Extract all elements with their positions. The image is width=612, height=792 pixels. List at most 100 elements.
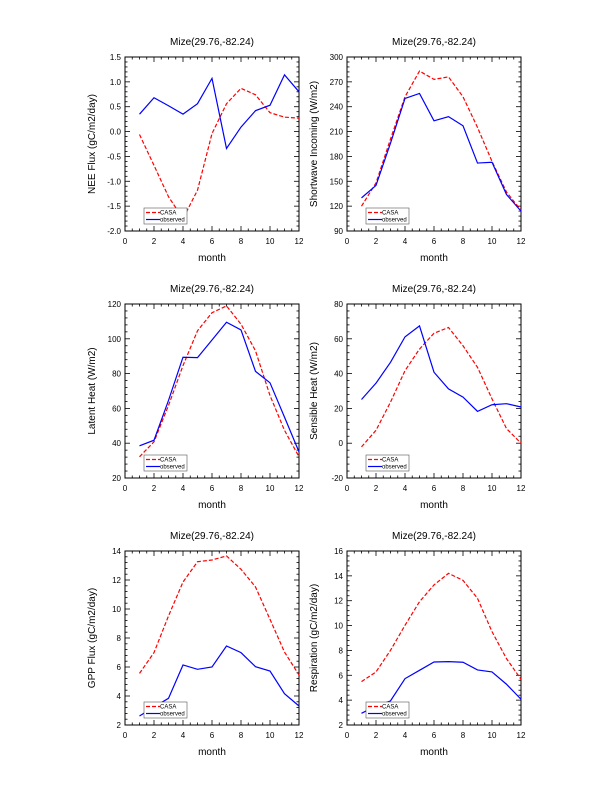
y-tick-label: 240 [330, 103, 344, 112]
x-tick-label: 8 [461, 484, 466, 493]
series-line-observed [361, 92, 522, 212]
y-tick-label: 4 [339, 696, 344, 705]
x-tick-label: 0 [345, 731, 350, 740]
y-tick-label: 20 [112, 474, 121, 483]
y-tick-label: 1.0 [110, 78, 122, 87]
y-axis-label: Respiration (gC/m2/day) [309, 584, 320, 692]
legend-label-casa: CASA [160, 705, 176, 711]
x-tick-label: 12 [517, 731, 526, 740]
x-tick-label: 4 [403, 731, 408, 740]
x-tick-label: 8 [461, 237, 466, 246]
y-tick-label: -0.5 [107, 152, 121, 161]
plot-frame [124, 550, 300, 726]
panel-title: Mize(29.76,-82.24) [170, 284, 254, 295]
y-axis-label: Sensible Heat (W/m2) [309, 342, 320, 440]
x-tick-label: 4 [181, 237, 186, 246]
y-tick-label: 120 [330, 202, 344, 211]
x-tick-label: 2 [374, 731, 379, 740]
y-tick-label: 2 [339, 721, 344, 730]
legend-label-observed: observed [382, 465, 407, 471]
x-axis-label: month [198, 253, 226, 264]
y-tick-label: 16 [334, 547, 343, 556]
y-tick-label: 80 [334, 300, 343, 309]
series-line-casa [139, 305, 300, 458]
panel-title: Mize(29.76,-82.24) [170, 37, 254, 48]
series-line-observed [139, 73, 300, 150]
x-tick-label: 10 [488, 237, 497, 246]
y-tick-label: 2 [117, 721, 122, 730]
legend-label-observed: observed [382, 712, 407, 718]
legend-label-observed: observed [160, 712, 185, 718]
x-tick-label: 0 [123, 484, 128, 493]
x-tick-label: 12 [517, 484, 526, 493]
legend-label-casa: CASA [382, 458, 398, 464]
x-tick-label: 0 [123, 237, 128, 246]
x-tick-label: 4 [403, 484, 408, 493]
series-line-casa [139, 555, 300, 676]
x-tick-label: 6 [432, 237, 437, 246]
y-tick-label: 40 [112, 439, 121, 448]
series-line-casa [361, 326, 522, 448]
y-tick-label: 90 [334, 227, 343, 236]
y-tick-label: 270 [330, 78, 344, 87]
y-tick-label: 80 [112, 370, 121, 379]
x-tick-label: 6 [432, 731, 437, 740]
y-tick-label: 6 [339, 671, 344, 680]
series-line-casa [361, 572, 522, 683]
series-line-casa [360, 70, 522, 211]
x-tick-label: 12 [295, 237, 304, 246]
legend-label-casa: CASA [382, 211, 398, 217]
x-axis-label: month [198, 500, 226, 511]
x-tick-label: 8 [461, 731, 466, 740]
x-axis-label: month [420, 253, 448, 264]
x-tick-label: 12 [295, 731, 304, 740]
x-tick-label: 2 [152, 731, 157, 740]
panel-title: Mize(29.76,-82.24) [392, 531, 476, 542]
plot-frame [124, 56, 300, 232]
y-tick-label: 10 [112, 605, 121, 614]
x-tick-label: 8 [239, 237, 244, 246]
y-tick-label: 180 [330, 152, 344, 161]
panel-title: Mize(29.76,-82.24) [170, 531, 254, 542]
y-tick-label: 20 [334, 404, 343, 413]
x-tick-label: 6 [210, 731, 215, 740]
y-tick-label: 14 [112, 547, 121, 556]
x-tick-label: 12 [295, 484, 304, 493]
y-tick-label: 14 [334, 572, 343, 581]
x-tick-label: 2 [152, 237, 157, 246]
panel-6: Mize(29.76,-82.24)0 2 4 6 8 10 12246810121416m… [309, 531, 526, 758]
x-tick-label: 12 [517, 237, 526, 246]
y-tick-label: 100 [108, 335, 122, 344]
x-tick-label: 4 [181, 484, 186, 493]
x-tick-label: 4 [403, 237, 408, 246]
panel-4: Mize(29.76,-82.24)0 2 4 6 8 10 12-20020406080m… [309, 284, 526, 511]
x-tick-label: 8 [239, 731, 244, 740]
y-axis-label: NEE Flux (gC/m2/day) [87, 94, 98, 194]
y-axis-label: Latent Heat (W/m2) [87, 347, 98, 434]
y-tick-label: 0 [339, 439, 344, 448]
x-axis-label: month [420, 500, 448, 511]
x-tick-label: 2 [374, 484, 379, 493]
x-axis-label: month [198, 747, 226, 758]
x-tick-label: 6 [432, 484, 437, 493]
y-axis-label: GPP Flux (gC/m2/day) [87, 588, 98, 688]
y-tick-label: -1.0 [107, 177, 121, 186]
y-tick-label: 150 [330, 177, 344, 186]
y-tick-label: -2.0 [107, 227, 121, 236]
legend-label-casa: CASA [160, 458, 176, 464]
legend-label-observed: observed [160, 465, 185, 471]
x-tick-label: 4 [181, 731, 186, 740]
x-tick-label: 0 [345, 237, 350, 246]
y-tick-label: 300 [330, 53, 344, 62]
y-tick-label: 6 [117, 663, 122, 672]
y-tick-label: -1.5 [107, 202, 121, 211]
panel-3: Mize(29.76,-82.24) 0 2 4 6 8 10 12 20 40 60 80 100 12… [87, 284, 304, 511]
y-axis-label: Shortwave Incoming (W/m2) [309, 81, 320, 207]
y-tick-label: 60 [112, 404, 121, 413]
series-line-observed [139, 645, 300, 717]
